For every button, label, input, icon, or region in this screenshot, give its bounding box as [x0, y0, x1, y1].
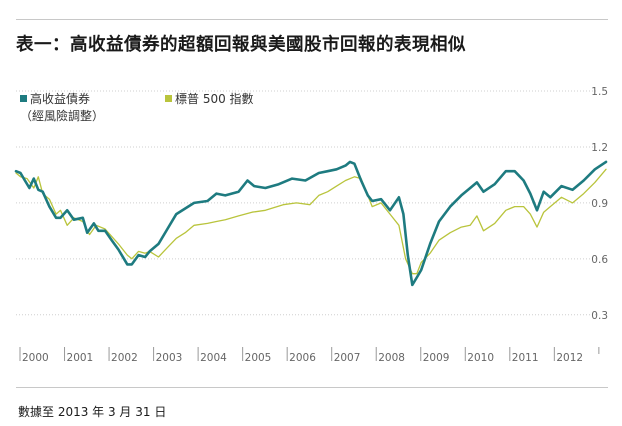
data-as-of-note: 數據至 2013 年 3 月 31 日: [18, 405, 167, 419]
legend-swatch-high-yield: [20, 95, 27, 102]
x-tick-label-2007: 2007: [334, 352, 361, 364]
legend-label-sp500: 標普 500 指數: [175, 92, 254, 106]
y-tick-label-0.6: 0.6: [591, 254, 608, 266]
bottom-rule: [16, 387, 608, 388]
legend-label-high-yield-note: （經風險調整）: [20, 109, 105, 123]
x-tick-label-2009: 2009: [423, 352, 450, 364]
x-tick-label-2010: 2010: [467, 352, 494, 364]
y-tick-label-1.5: 1.5: [591, 86, 608, 98]
x-tick-label-2001: 2001: [67, 352, 94, 364]
series-line-high-yield: [14, 160, 608, 287]
x-tick-label-2006: 2006: [289, 352, 316, 364]
chart-title: 表一：高收益債券的超額回報與美國股市回報的表現相似: [16, 35, 466, 55]
x-tick-label-2011: 2011: [512, 352, 539, 364]
legend-high-yield: 高收益債券 （經風險調整）: [20, 91, 104, 125]
x-tick-label-2005: 2005: [245, 352, 272, 364]
y-tick-label-0.3: 0.3: [591, 310, 608, 322]
x-tick-label-2012: 2012: [556, 352, 583, 364]
legend-swatch-sp500: [165, 95, 172, 102]
legend-label-high-yield: 高收益債券: [30, 92, 91, 106]
y-tick-label-1.2: 1.2: [591, 142, 608, 154]
x-tick-label-2003: 2003: [156, 352, 183, 364]
x-tick-label-2000: 2000: [22, 352, 49, 364]
x-tick-label-2004: 2004: [200, 352, 227, 364]
x-tick-label-2002: 2002: [111, 352, 138, 364]
top-rule: [16, 19, 608, 20]
legend-sp500: 標普 500 指數: [165, 91, 254, 108]
series-line-sp500: [15, 168, 607, 275]
y-tick-label-0.9: 0.9: [591, 198, 608, 210]
x-tick-label-2008: 2008: [378, 352, 405, 364]
